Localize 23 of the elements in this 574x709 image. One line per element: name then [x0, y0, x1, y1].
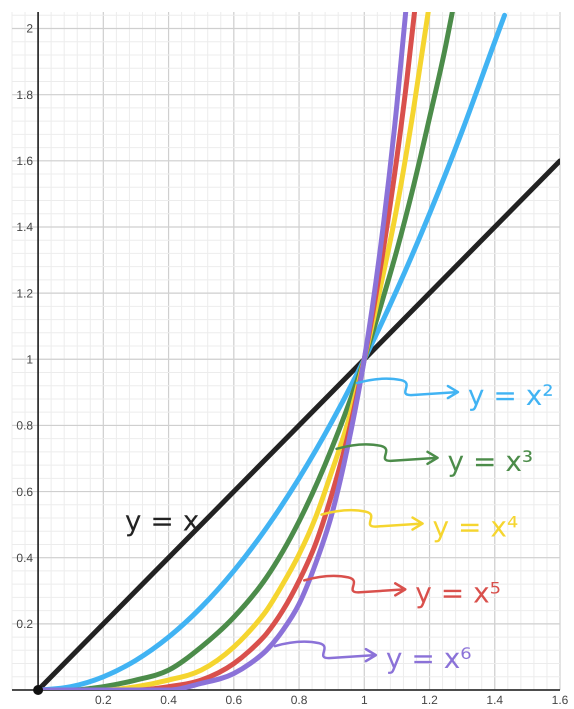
x-tick-label: 1.4 — [486, 693, 504, 707]
legend-label: y = x² — [468, 379, 554, 412]
y-tick-label: 0.4 — [16, 550, 34, 565]
y-tick-label: 1 — [26, 352, 34, 366]
y-tick-label: 1.4 — [16, 220, 34, 234]
legend-label: y = x⁶ — [386, 642, 472, 676]
x-tick-label: 0.2 — [94, 693, 112, 707]
y-tick-label: 1.6 — [16, 154, 34, 168]
y-tick-label: 1.2 — [16, 286, 34, 300]
x-tick-label: 0.4 — [160, 693, 178, 707]
x-tick-label: 0.8 — [290, 693, 308, 707]
y-tick-label: 2 — [26, 22, 34, 36]
y-tick-label: 0.2 — [16, 617, 34, 632]
y-tick-label: 0.6 — [16, 484, 34, 499]
x-tick-label: 1.6 — [552, 693, 569, 707]
x-tick-label: 1 — [360, 693, 368, 707]
legend-label: y = x⁵ — [415, 576, 501, 610]
y-tick-label: 0.8 — [16, 418, 34, 433]
x-tick-label: 1.2 — [421, 693, 438, 707]
x-tick-label: 0.6 — [225, 693, 242, 707]
legend-label: y = x³ — [448, 444, 534, 478]
y-tick-label: 1.8 — [16, 88, 34, 102]
legend-label: y = x⁴ — [432, 510, 518, 544]
